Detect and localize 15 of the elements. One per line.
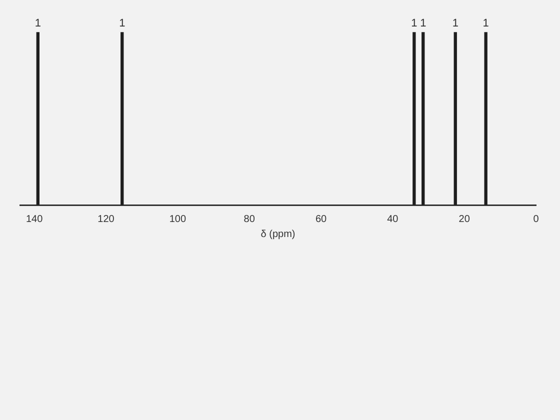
x-tick-label: 20 (458, 214, 470, 225)
x-axis-title: δ (ppm) (260, 228, 296, 240)
data-label: 1 (420, 17, 426, 30)
data-label: 1 (411, 17, 418, 30)
x-tick-label: 40 (387, 214, 399, 225)
x-tick-label: 60 (315, 214, 327, 225)
data-label: 1 (482, 17, 489, 30)
data-label: 1 (119, 17, 126, 30)
x-tick-label: 120 (98, 214, 115, 225)
x-tick-label: 0 (533, 214, 540, 225)
data-label: 1 (34, 17, 41, 30)
x-tick-label: 100 (169, 214, 186, 225)
x-tick-label: 80 (244, 214, 256, 225)
data-label: 1 (452, 17, 458, 30)
x-tick-label: 140 (26, 214, 44, 225)
